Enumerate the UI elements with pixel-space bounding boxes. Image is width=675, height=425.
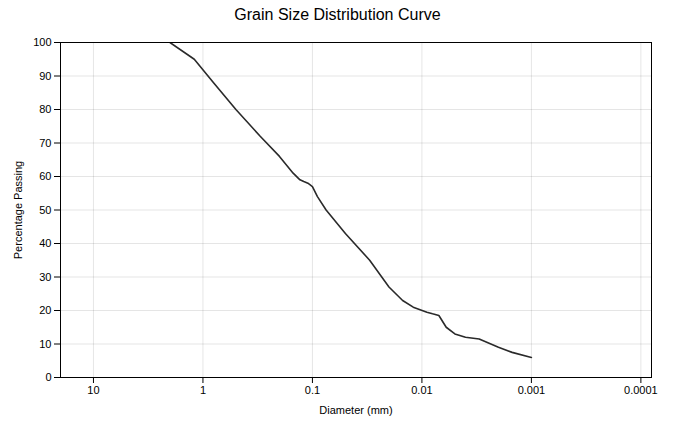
svg-text:60: 60: [39, 170, 51, 182]
svg-text:Percentage Passing: Percentage Passing: [12, 161, 24, 259]
svg-text:10: 10: [87, 384, 99, 396]
svg-text:0: 0: [45, 371, 51, 383]
svg-text:40: 40: [39, 237, 51, 249]
svg-text:50: 50: [39, 204, 51, 216]
svg-text:0.01: 0.01: [411, 384, 432, 396]
svg-text:30: 30: [39, 271, 51, 283]
svg-text:10: 10: [39, 338, 51, 350]
svg-text:70: 70: [39, 137, 51, 149]
svg-text:1: 1: [200, 384, 206, 396]
svg-text:Diameter (mm): Diameter (mm): [319, 404, 392, 416]
svg-text:20: 20: [39, 304, 51, 316]
html-text:Grain Size Distribution Curve: Grain Size Distribution Curve: [234, 6, 441, 23]
svg-text:0.001: 0.001: [518, 384, 546, 396]
svg-text:90: 90: [39, 70, 51, 82]
svg-text:0.0001: 0.0001: [624, 384, 658, 396]
svg-text:100: 100: [33, 36, 51, 48]
svg-text:0.1: 0.1: [305, 384, 320, 396]
svg-text:80: 80: [39, 103, 51, 115]
